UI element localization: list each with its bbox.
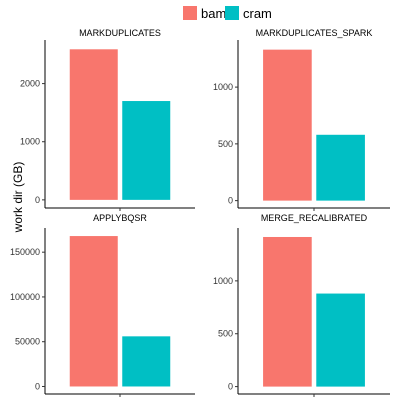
bar-cram	[122, 336, 171, 387]
bar-bam	[263, 236, 312, 387]
y-tick-label: 1000	[213, 82, 233, 92]
legend-item-bam: bam	[183, 3, 226, 23]
legend-label-cram: cram	[243, 5, 272, 21]
legend: bam cram	[0, 3, 400, 23]
bar-bam	[69, 236, 118, 387]
panel-title: MERGE_RECALIBRATED	[261, 213, 368, 223]
y-tick-label: 50000	[15, 337, 40, 347]
y-tick-label: 2000	[20, 79, 40, 89]
y-tick-label: 0	[228, 382, 233, 392]
y-tick-label: 500	[218, 139, 233, 149]
bar-cram	[122, 101, 171, 200]
y-tick-label: 1000	[20, 137, 40, 147]
legend-item-cram: cram	[225, 3, 272, 23]
y-tick-label: 150000	[10, 247, 40, 257]
bar-cram	[316, 293, 365, 387]
bar-cram	[316, 134, 365, 201]
bar-bam	[263, 49, 312, 201]
panel-title: MARKDUPLICATES	[79, 28, 161, 38]
legend-swatch-bam	[183, 6, 197, 20]
y-tick-label: 100000	[10, 292, 40, 302]
y-tick-label: 1000	[213, 276, 233, 286]
bar-bam	[69, 49, 118, 200]
y-tick-label: 500	[218, 329, 233, 339]
y-tick-label: 0	[228, 196, 233, 206]
legend-label-bam: bam	[201, 5, 227, 21]
legend-swatch-cram	[225, 6, 239, 20]
panel-title: MARKDUPLICATES_SPARK	[256, 28, 373, 38]
y-tick-label: 0	[35, 195, 40, 205]
panel-title: APPLYBQSR	[93, 213, 147, 223]
y-tick-label: 0	[35, 381, 40, 391]
